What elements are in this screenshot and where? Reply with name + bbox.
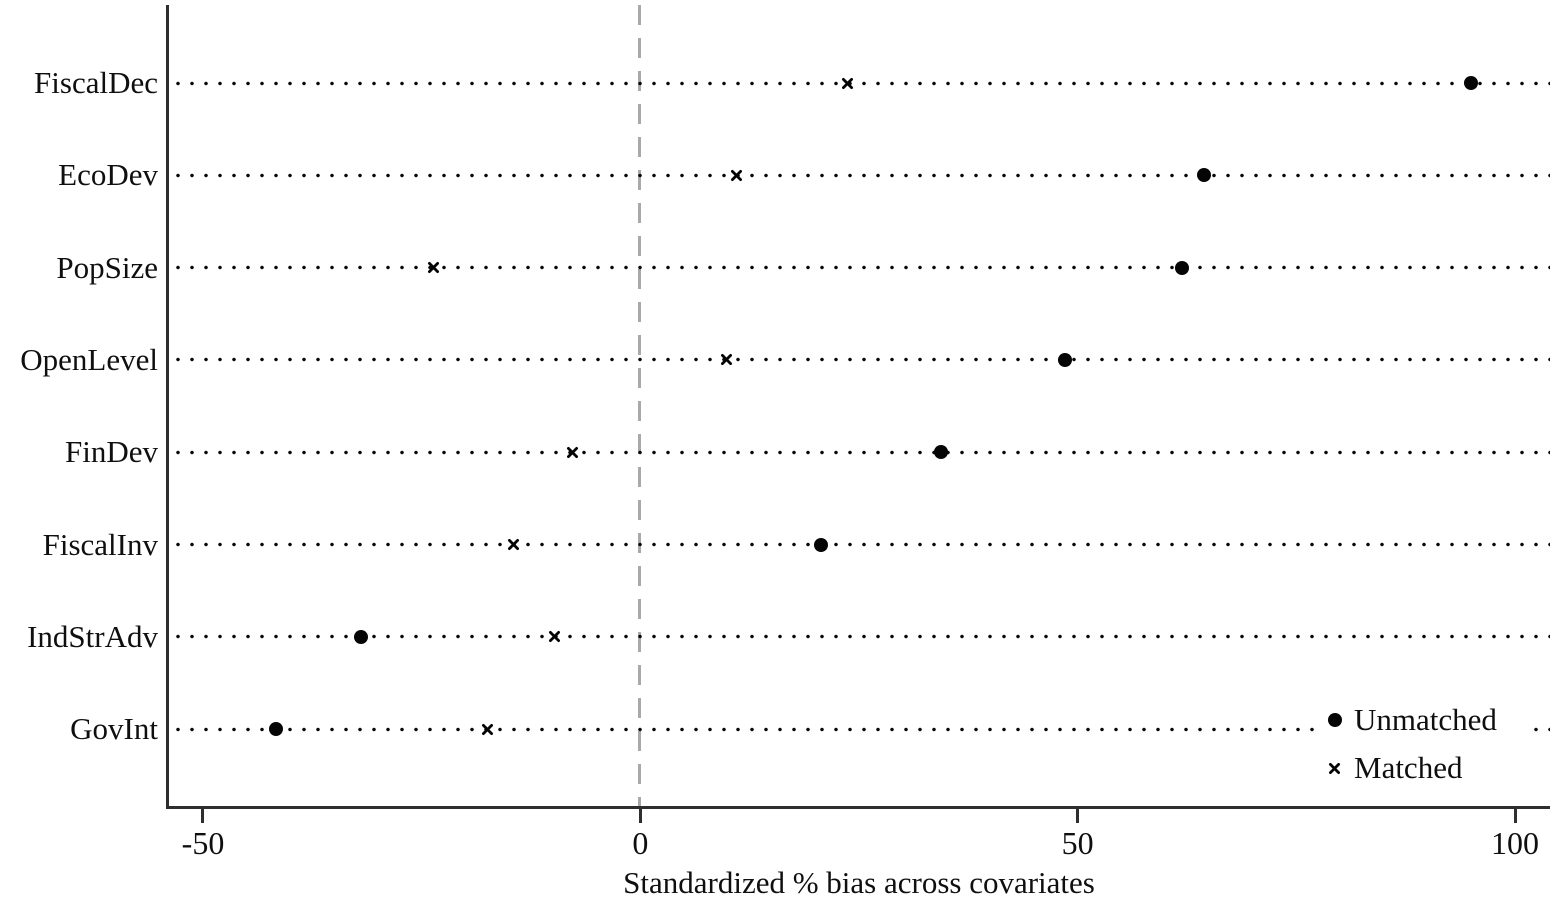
unmatched-circle-icon [1328,713,1354,727]
marker-unmatched-PopSize [1174,260,1189,275]
legend-label-unmatched: Unmatched [1354,702,1497,737]
marker-matched-GovInt [481,723,493,735]
x-axis-tick-100 [1513,808,1517,823]
x-axis-tick-label-0: 0 [632,825,649,861]
row-leader-line-GovInt [171,726,1550,732]
marker-unmatched-IndStrAdv [354,629,369,644]
category-label-OpenLevel: OpenLevel [20,341,158,377]
marker-matched-OpenLevel [720,354,732,366]
row-leader-line-FinDev [171,449,1550,455]
x-axis-tick-50 [1076,808,1080,823]
x-axis-tick-label-50: 50 [1061,825,1094,861]
marker-unmatched-FiscalInv [813,537,828,552]
row-leader-line-IndStrAdv [171,634,1550,640]
zero-reference-line [638,5,641,806]
x-axis-line [166,806,1550,809]
x-axis-tick-label-100: 100 [1491,825,1539,861]
marker-matched-FiscalInv [508,539,519,550]
row-leader-line-OpenLevel [171,357,1550,363]
row-leader-line-EcoDev [171,172,1550,178]
row-leader-line-FiscalInv [171,542,1550,547]
x-axis-title: Standardized % bias across covariates [623,865,1095,900]
marker-matched-IndStrAdv [549,631,561,643]
marker-unmatched-FiscalDec [1464,76,1479,90]
marker-unmatched-OpenLevel [1057,352,1072,367]
y-axis-line [166,5,169,809]
category-label-PopSize: PopSize [56,249,158,285]
marker-matched-PopSize [427,262,439,274]
marker-matched-FinDev [567,446,579,458]
category-label-FiscalDec: FiscalDec [34,65,158,100]
row-leader-line-FiscalDec [171,80,1550,86]
matched-x-icon [1328,762,1354,775]
category-label-GovInt: GovInt [70,711,158,747]
marker-matched-EcoDev [731,169,743,181]
x-axis-tick-label--50: -50 [181,825,225,861]
marker-unmatched-FinDev [934,445,949,460]
marker-matched-FiscalDec [842,77,854,89]
category-label-EcoDev: EcoDev [58,157,158,193]
legend-item-unmatched: Unmatched [1324,696,1524,744]
row-leader-line-PopSize [171,265,1550,271]
x-axis-tick-0 [638,808,642,823]
marker-unmatched-GovInt [269,722,284,737]
category-label-FinDev: FinDev [65,434,158,470]
marker-unmatched-EcoDev [1196,168,1211,183]
category-label-FiscalInv: FiscalInv [42,526,158,562]
legend-label-matched: Matched [1354,750,1463,785]
legend-item-matched: Matched [1324,744,1524,792]
category-label-IndStrAdv: IndStrAdv [27,618,158,654]
x-axis-tick--50 [201,808,205,823]
legend: Unmatched Matched [1324,696,1524,792]
